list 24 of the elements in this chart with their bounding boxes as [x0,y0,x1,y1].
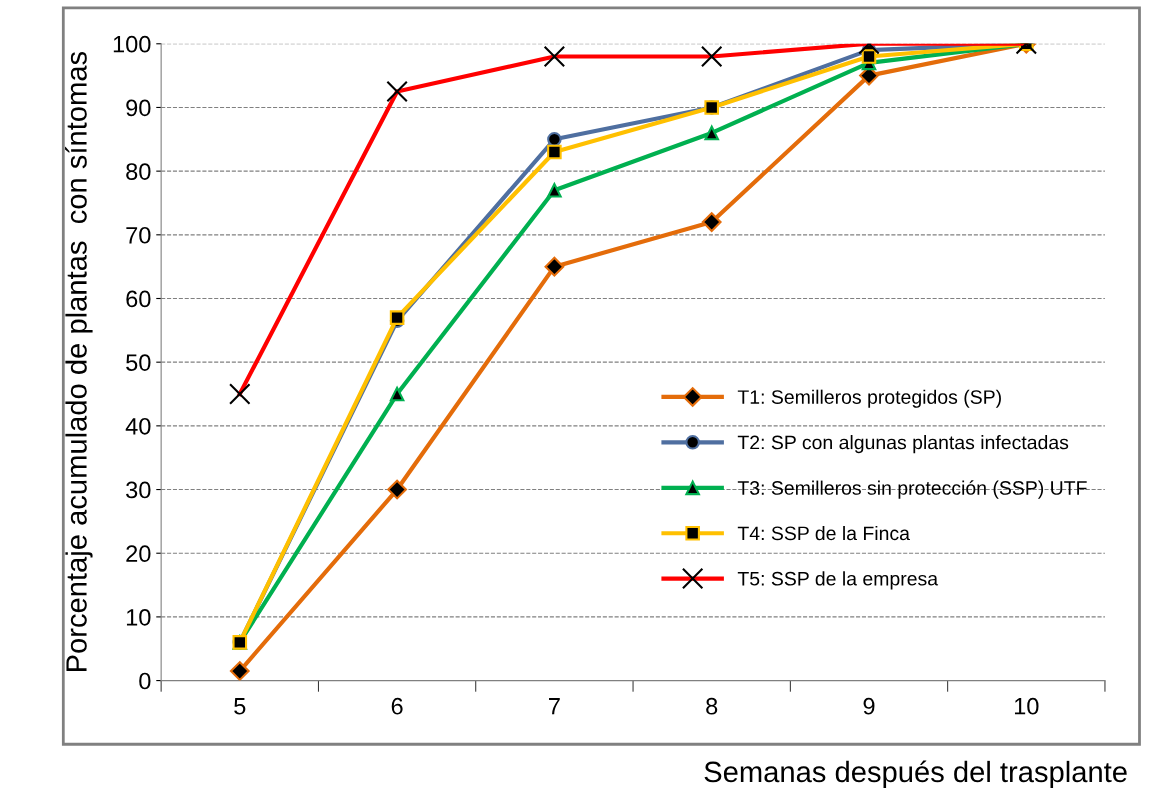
y-tick-label: 90 [126,99,151,117]
y-tick-label: 50 [126,354,151,371]
legend-label: T4: SSP de la Finca [737,525,910,541]
x-tick-label: 10 [1014,697,1039,715]
y-tick-label: 70 [126,226,151,244]
y-tick-label: 40 [125,417,151,435]
x-tick-label: 8 [706,697,718,715]
legend-label: T2: SP con algunas plantas infectadas [737,435,1069,454]
y-tick-label: 20 [126,545,151,563]
legend-label: T5: SSP de la empresa [737,571,939,590]
y-tick-label: 80 [126,163,151,180]
x-tick-label: 9 [863,697,875,715]
y-tick-label: 100 [113,35,151,53]
x-axis-title: Semanas después del trasplante [704,760,1127,789]
y-tick-label: 30 [126,481,151,499]
y-axis-title: Porcentaje acumulado de plantas con síntomas [65,51,93,672]
legend-label: T3: Semilleros sin protección (SSP) UTF [737,480,1087,499]
y-tick-label: 60 [126,290,151,308]
x-tick-label: 6 [391,697,403,715]
y-tick-label: 10 [126,608,151,626]
x-tick-label: 7 [549,698,560,715]
x-tick-label: 5 [234,698,246,715]
y-tick-label: 0 [139,672,151,690]
legend-label: T1: Semilleros protegidos (SP) [737,389,1001,408]
